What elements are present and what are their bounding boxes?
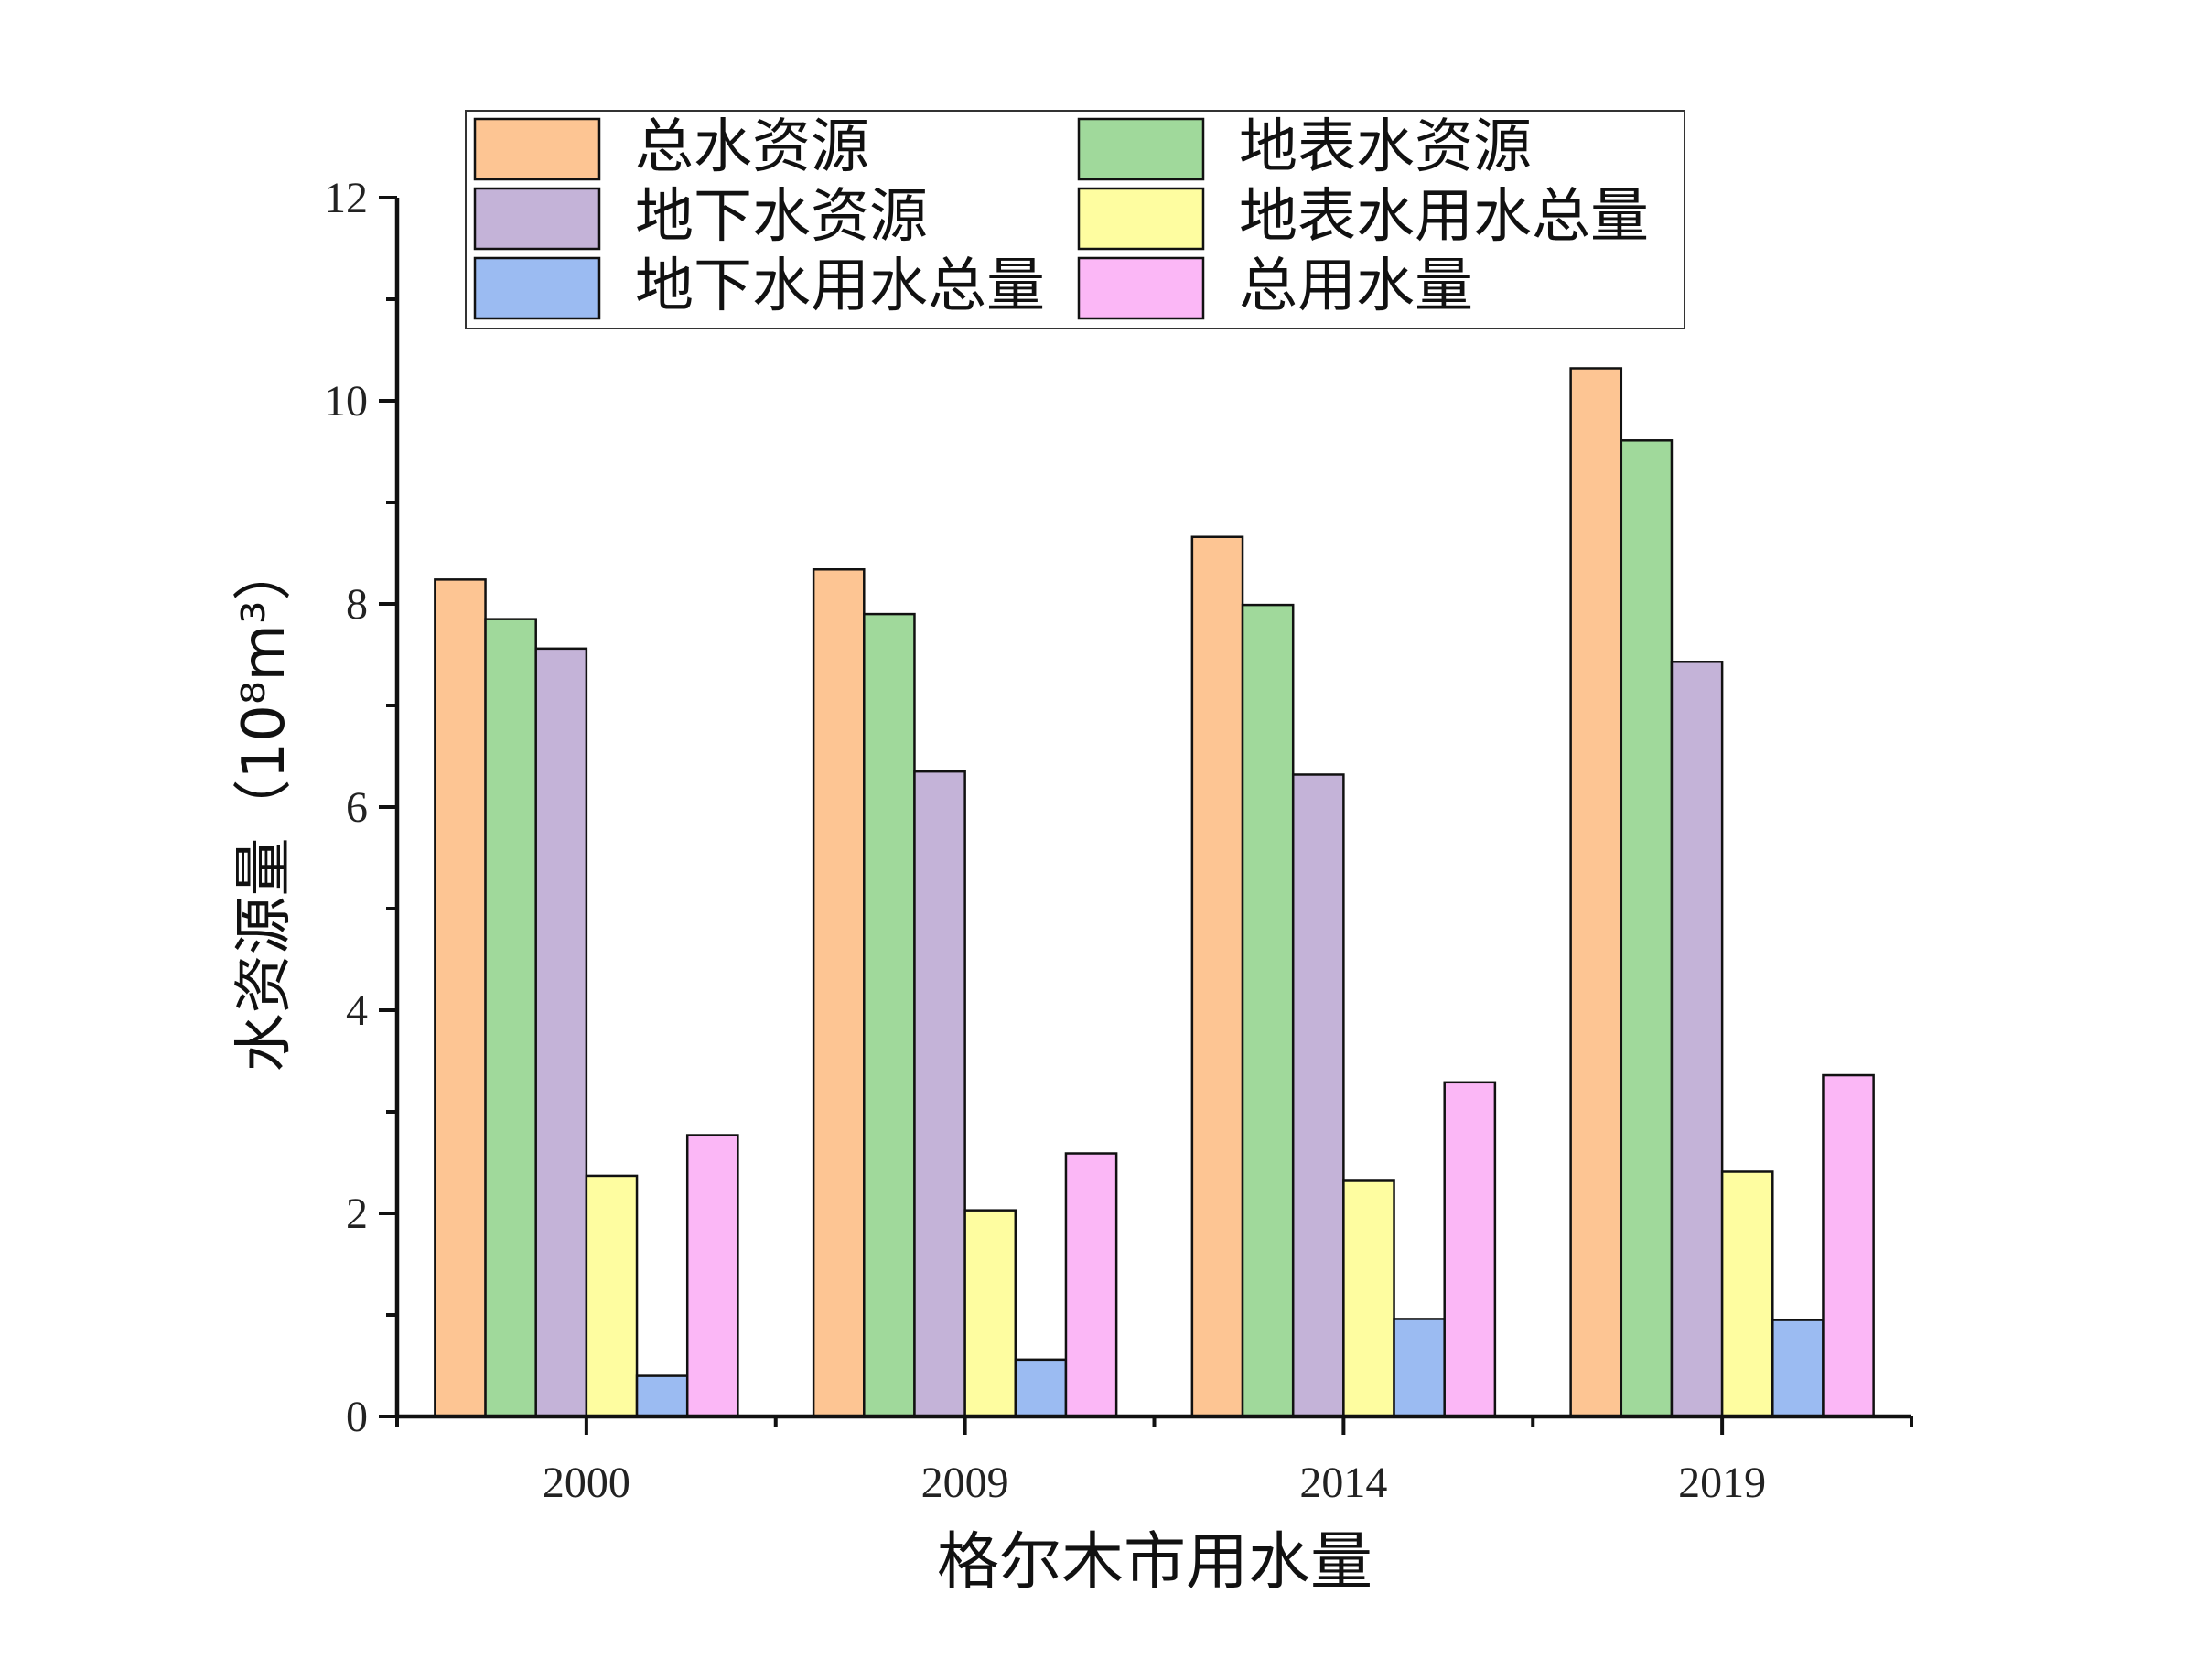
bar <box>1771 1319 1825 1418</box>
legend-swatch <box>1077 256 1205 320</box>
y-tick-label: 8 <box>346 580 368 629</box>
legend-swatch <box>473 187 601 251</box>
bar <box>534 647 588 1418</box>
legend-label: 地下水用水总量 <box>635 253 1045 320</box>
bar <box>1720 1170 1774 1418</box>
x-tick-label: 2000 <box>543 1459 630 1507</box>
bar <box>1342 1179 1395 1418</box>
x-tick-label: 2019 <box>1678 1459 1766 1507</box>
bar <box>863 612 916 1418</box>
x-axis-title: 格尔木市用水量 <box>937 1526 1372 1599</box>
bar <box>1569 367 1623 1418</box>
bar <box>1393 1318 1446 1418</box>
legend-label: 总水资源 <box>635 113 869 181</box>
legend-swatch <box>473 117 601 181</box>
y-tick-label: 0 <box>346 1393 368 1441</box>
x-tick-label: 2009 <box>921 1459 1009 1507</box>
y-axis-title: 水资源量（10⁸m³） <box>231 542 298 1072</box>
bar <box>812 568 866 1418</box>
bar <box>685 1134 739 1418</box>
y-tick-label: 2 <box>346 1190 368 1238</box>
legend-label: 地下水资源 <box>635 183 928 251</box>
x-tick-label: 2014 <box>1299 1459 1387 1507</box>
bar <box>1443 1081 1497 1418</box>
bar <box>1620 439 1674 1418</box>
y-tick-label: 10 <box>324 377 368 425</box>
bar <box>585 1174 639 1418</box>
bar <box>434 578 487 1418</box>
bar <box>1190 535 1244 1418</box>
legend-swatch <box>473 256 601 320</box>
legend-swatch <box>1077 117 1205 181</box>
bars-layer <box>434 367 1875 1418</box>
legend-box <box>465 110 1685 329</box>
y-tick-label: 4 <box>346 986 368 1035</box>
y-tick-label: 12 <box>324 174 368 222</box>
legend-swatch <box>1077 187 1205 251</box>
bar <box>963 1209 1017 1418</box>
bar <box>913 770 966 1418</box>
y-tick-label: 6 <box>346 783 368 832</box>
bar <box>1670 661 1724 1418</box>
bar <box>1241 603 1295 1418</box>
bar <box>1064 1152 1118 1418</box>
legend-label: 地表水用水总量 <box>1239 183 1649 251</box>
bar <box>1822 1073 1875 1418</box>
legend-label: 总用水量 <box>1239 253 1473 320</box>
bar <box>1291 773 1345 1418</box>
bar <box>1014 1358 1068 1418</box>
bar <box>635 1374 689 1418</box>
axes-layer: 0 2 4 6 8 10 12 2000 2009 2014 2019 <box>324 174 1913 1507</box>
bar <box>484 618 537 1418</box>
legend-label: 地表水资源 <box>1239 113 1532 181</box>
